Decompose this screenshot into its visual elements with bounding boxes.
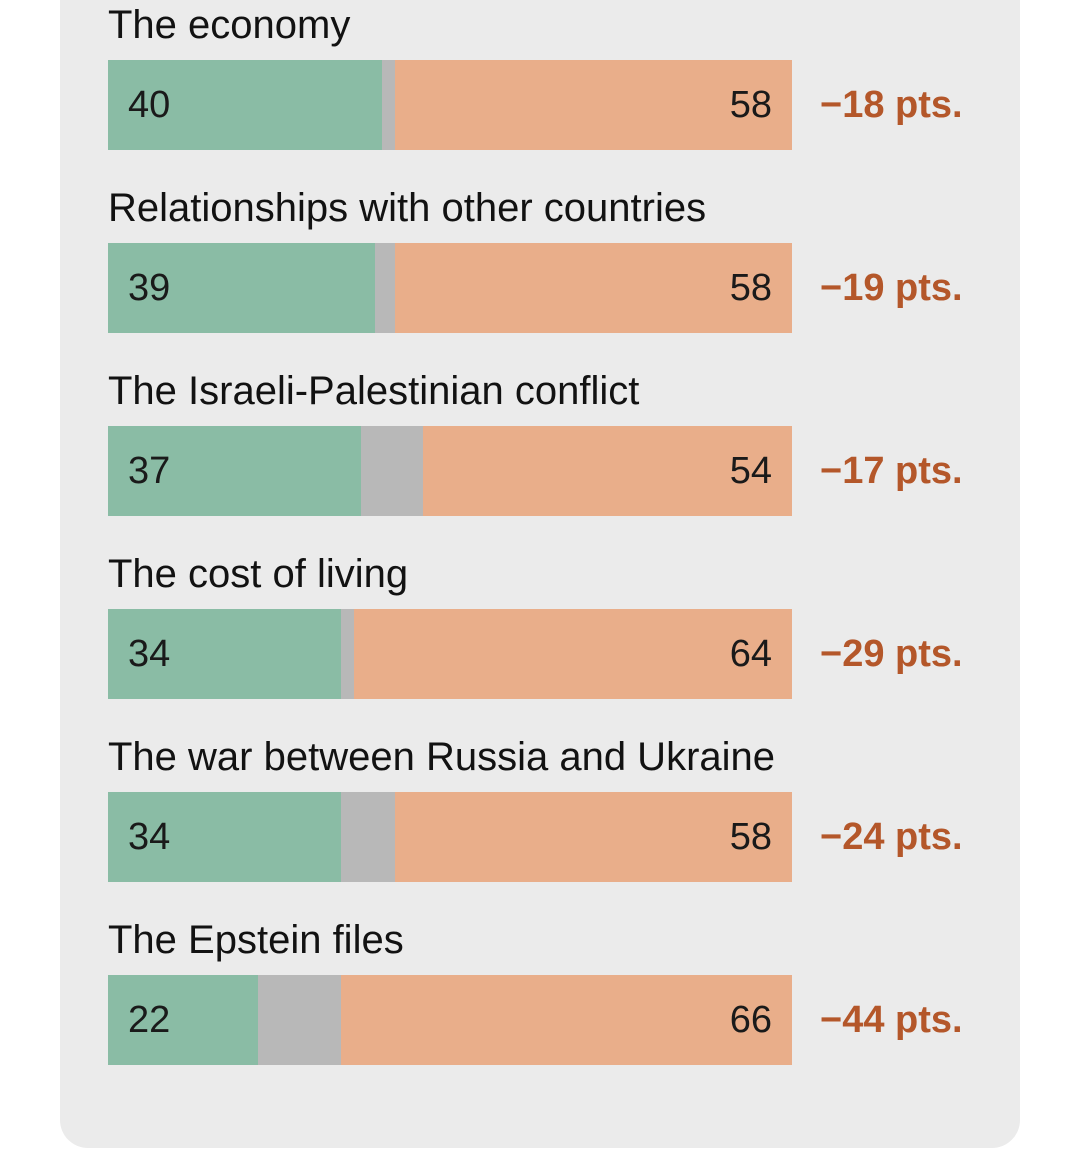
- category-label: Relationships with other countries: [108, 186, 707, 230]
- disapprove-segment: [395, 60, 792, 150]
- disapprove-value-label: 54: [729, 450, 772, 492]
- disapprove-value-label: 64: [729, 633, 772, 675]
- no-answer-segment: [340, 609, 355, 699]
- net-difference-label: −19 pts.: [820, 267, 963, 309]
- category-label: The war between Russia and Ukraine: [108, 735, 776, 779]
- approve-segment: [108, 60, 382, 150]
- category-label: The Israeli-Palestinian conflict: [108, 369, 640, 413]
- category-label: The economy: [108, 3, 351, 47]
- approve-value-label: 34: [128, 816, 171, 858]
- chart-row: The war between Russia and Ukraine 34 58 −2…: [108, 732, 1008, 882]
- chart-row: The Israeli-Palestinian conflict 37 54 −17 …: [108, 366, 1008, 516]
- approve-segment: [108, 609, 341, 699]
- stacked-bar: 34 64: [108, 609, 792, 699]
- approve-segment: [108, 975, 259, 1065]
- net-difference-label: −17 pts.: [820, 450, 963, 492]
- approve-segment: [108, 426, 362, 516]
- disapprove-value-label: 58: [729, 84, 772, 126]
- approve-value-label: 34: [128, 633, 171, 675]
- disapprove-segment: [395, 243, 792, 333]
- stacked-bar: 39 58: [108, 243, 792, 333]
- approve-value-label: 37: [128, 450, 171, 492]
- no-answer-segment: [340, 792, 396, 882]
- approve-segment: [108, 243, 375, 333]
- chart-row: The Epstein files 22 66 −44 pts.: [108, 915, 1008, 1065]
- net-difference-label: −18 pts.: [820, 84, 963, 126]
- approve-value-label: 22: [128, 999, 171, 1041]
- disapprove-value-label: 58: [729, 816, 772, 858]
- chart-card: [60, 0, 1020, 1148]
- stacked-bar: 40 58: [108, 60, 792, 150]
- no-answer-segment: [374, 243, 396, 333]
- stacked-bar: 22 66: [108, 975, 792, 1065]
- category-label: The Epstein files: [108, 918, 404, 962]
- no-answer-segment: [361, 426, 423, 516]
- net-difference-label: −24 pts.: [820, 816, 963, 858]
- chart-row: The economy 40 58 −18 pts.: [108, 0, 1008, 150]
- approve-value-label: 40: [128, 84, 171, 126]
- disapprove-value-label: 58: [729, 267, 772, 309]
- disapprove-segment: [354, 609, 792, 699]
- approve-segment: [108, 792, 341, 882]
- stacked-bar: 34 58: [108, 792, 792, 882]
- disapprove-value-label: 66: [729, 999, 772, 1041]
- stacked-bar: 37 54: [108, 426, 792, 516]
- net-difference-label: −29 pts.: [820, 633, 963, 675]
- chart-row: Relationships with other countries 39 58 −1…: [108, 183, 1008, 333]
- disapprove-segment: [395, 792, 792, 882]
- approve-value-label: 39: [128, 267, 171, 309]
- chart-row: The cost of living 34 64 −29 pts.: [108, 549, 1008, 699]
- net-difference-label: −44 pts.: [820, 999, 963, 1041]
- no-answer-segment: [258, 975, 341, 1065]
- category-label: The cost of living: [108, 552, 409, 596]
- disapprove-segment: [422, 426, 792, 516]
- disapprove-segment: [340, 975, 792, 1065]
- no-answer-segment: [381, 60, 396, 150]
